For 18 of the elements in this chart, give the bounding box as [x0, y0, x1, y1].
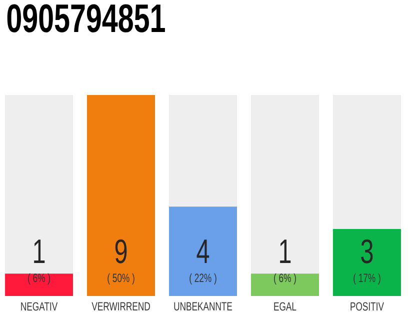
data-label: 3 [361, 239, 373, 264]
data-label: 9 [115, 239, 127, 264]
data-label: 1 [34, 240, 45, 263]
x-tick-label: POSITIV [350, 302, 384, 311]
data-label: 1 [280, 240, 291, 263]
annotation: ( 22% ) [190, 273, 216, 284]
x-tick-label: VERWIRREND [92, 302, 150, 310]
x-tick-label: EGAL [274, 302, 296, 311]
data-label: 4 [196, 240, 210, 263]
annotation: ( 6% ) [28, 273, 50, 284]
bar [250, 274, 319, 296]
x-tick-label: NEGATIV [21, 302, 58, 311]
x-tick-label: UNBEKANNTE [174, 302, 232, 311]
bar [5, 274, 74, 296]
chart-title: 0905794851 [7, 4, 165, 32]
annotation: ( 17% ) [354, 273, 380, 284]
annotation: ( 6% ) [274, 273, 296, 284]
annotation: ( 50% ) [108, 273, 134, 284]
